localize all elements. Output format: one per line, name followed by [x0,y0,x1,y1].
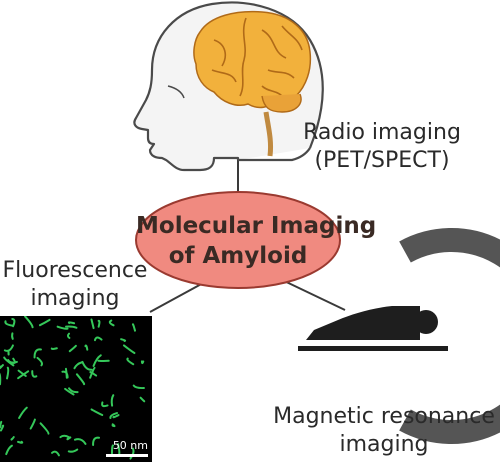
fibril [65,325,78,329]
fibril [90,318,95,330]
fibril [93,336,103,342]
fibril [56,325,69,330]
fibril [18,406,28,419]
center-label-line2: of Amyloid [168,243,308,269]
connector-fluorescence [149,281,206,313]
mri-sublabel: imaging [339,432,429,457]
fibril [33,348,42,359]
fibril [73,438,87,445]
fibril [7,359,18,364]
fibril [132,384,145,390]
fluorescence-micrograph: 50 nm [0,316,152,462]
fibril [11,317,16,328]
fibril [140,360,145,365]
fibril [81,360,93,371]
fibril [50,347,58,350]
fibril [4,320,14,327]
fibril [129,447,135,460]
fibril [64,387,75,396]
fibril [0,364,4,370]
fibril [101,401,109,408]
fibril [84,344,89,351]
fibril [131,323,137,332]
connector-mri [277,277,346,311]
fibril [109,412,119,420]
fibril [110,394,115,407]
fibril [92,354,102,367]
fibril [36,356,44,367]
fibril [3,356,15,367]
fibril [5,444,13,456]
fibril [24,316,34,329]
fibril [67,321,76,325]
fibril [64,367,68,379]
fibril [111,423,116,428]
center-ellipse [135,191,341,289]
head-with-brain-icon [133,1,324,172]
mri-scanner-icon [298,228,500,444]
mri-label: Magnetic resonance [273,404,495,429]
fibril [59,434,71,439]
fibril [67,448,79,453]
fibril [112,414,120,419]
radio-imaging-label: Radio imaging [303,120,461,145]
fibril [97,319,101,328]
fibril [68,387,79,394]
radio-imaging-sublabel: (PET/SPECT) [314,148,450,173]
fibril [0,420,3,429]
fibril [11,332,14,340]
fibril [90,408,104,417]
fibril [0,424,5,432]
fibril [39,422,50,435]
fibril [17,369,27,377]
fluorescence-sublabel: imaging [30,286,120,311]
scale-bar-label: 50 nm [112,439,148,452]
scale-bar [106,454,148,457]
fibril [66,332,71,339]
fibril [51,450,60,457]
fibril [17,370,30,380]
fibril [120,338,127,342]
fibril [17,440,24,444]
fibril [73,361,84,370]
fibril [75,373,86,386]
fibril [139,396,146,403]
fibril [31,370,38,378]
fibril [110,444,115,455]
fibril [92,436,101,447]
fibril [3,344,14,352]
fibril-layer [0,316,146,460]
fibril [38,318,51,327]
fibril [29,418,36,430]
fibril [122,344,136,355]
fluorescence-label: Fluorescence [2,258,148,283]
fibril [108,319,115,327]
fibril [89,366,96,379]
fibril [10,436,15,441]
fibril [68,344,77,353]
fibril [6,366,10,380]
fibril [126,357,135,366]
center-label-line1: Molecular Imaging [136,213,377,239]
